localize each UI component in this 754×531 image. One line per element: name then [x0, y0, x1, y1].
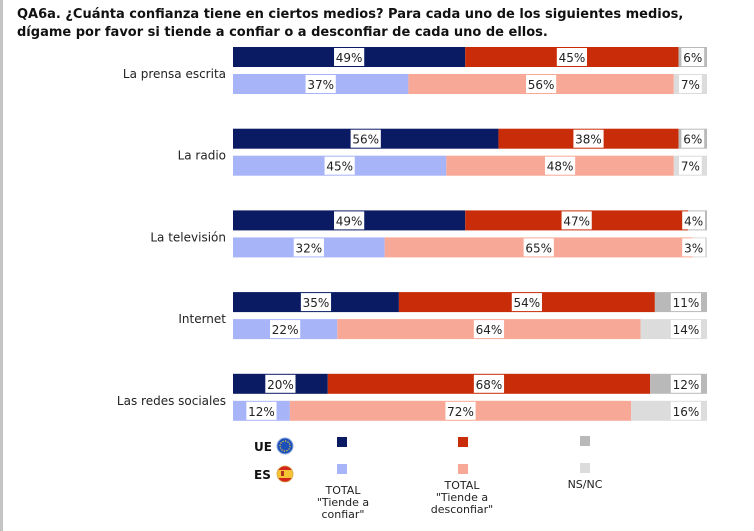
legend-swatch-es-confiar [337, 464, 347, 474]
value-label-bg [305, 75, 336, 93]
value-label-ue-nsnc-la-radio: 6% [683, 133, 702, 147]
spain-flag-icon [276, 465, 294, 483]
legend-ue-label: UE [254, 440, 272, 454]
legend-es-label: ES [254, 468, 271, 482]
value-label-bg [556, 48, 588, 66]
value-label-es-confiar-la-television: 32% [296, 241, 323, 255]
value-label-bg [573, 129, 604, 148]
category-label-internet: Internet [178, 312, 226, 326]
value-label-bg [523, 238, 554, 257]
value-label-es-confiar-la-prensa-escrita: 37% [307, 78, 334, 92]
value-label-ue-nsnc-la-television: 4% [684, 214, 703, 228]
value-label-bg [265, 374, 296, 393]
value-label-es-desconfiar-la-television: 65% [525, 241, 552, 255]
legend-confiar-line-1: TOTAL [325, 484, 362, 497]
value-label-es-desconfiar-las-redes-sociales: 72% [447, 405, 474, 419]
value-label-es-confiar-la-radio: 45% [326, 160, 353, 174]
value-label-ue-confiar-la-radio: 56% [352, 133, 379, 147]
legend: UE ES TOTAL "Tiende a confiar" TOTAL "T [254, 436, 603, 521]
bars-layer: La prensa escrita 49% 45% 6% 37% 56% 7% La radi… [117, 47, 707, 421]
value-label-bg [670, 320, 701, 339]
legend-desconfiar-line-2: "Tiende a [436, 491, 488, 504]
value-label-es-confiar-las-redes-sociales: 12% [248, 405, 275, 419]
value-label-bg [682, 238, 705, 257]
value-label-bg [473, 320, 505, 339]
value-label-bg [334, 211, 365, 230]
category-label-la-radio: La radio [178, 149, 226, 163]
value-label-bg [511, 293, 542, 312]
value-label-ue-desconfiar-las-redes-sociales: 68% [476, 378, 503, 392]
value-label-ue-nsnc-la-prensa-escrita: 6% [683, 51, 702, 65]
value-label-ue-desconfiar-la-television: 47% [563, 214, 590, 228]
value-label-bg [270, 320, 301, 339]
value-label-ue-confiar-la-prensa-escrita: 49% [336, 51, 363, 65]
page-left-border [0, 0, 3, 531]
legend-desconfiar-line-1: TOTAL [444, 479, 481, 492]
value-label-bg [681, 129, 705, 148]
value-label-ue-desconfiar-la-radio: 38% [575, 133, 602, 147]
chart-title: QA6a. ¿Cuánta confianza tiene en ciertos… [17, 7, 684, 40]
value-label-bg [682, 211, 705, 230]
value-label-ue-confiar-la-television: 49% [336, 214, 363, 228]
legend-swatch-ue-nsnc [580, 436, 590, 446]
legend-swatch-es-desconfiar [458, 464, 468, 474]
legend-desconfiar-line-3: desconfiar" [431, 503, 493, 516]
value-label-ue-nsnc-internet: 11% [673, 296, 700, 310]
category-label-las-redes-sociales: Las redes sociales [117, 394, 226, 408]
value-label-ue-desconfiar-la-prensa-escrita: 45% [559, 51, 586, 65]
value-label-bg [544, 156, 576, 175]
legend-swatch-ue-confiar [337, 437, 347, 447]
category-label-la-television: La televisión [150, 230, 226, 244]
value-label-bg [526, 75, 557, 93]
legend-confiar-line-3: confiar" [321, 508, 364, 521]
value-label-bg [445, 401, 476, 420]
value-label-bg [681, 48, 705, 66]
value-label-es-nsnc-la-prensa-escrita: 7% [681, 78, 700, 92]
value-label-bg [561, 211, 592, 230]
value-label-ue-nsnc-las-redes-sociales: 12% [673, 378, 700, 392]
value-label-bg [679, 156, 702, 175]
value-label-bg [334, 48, 365, 66]
value-label-es-desconfiar-la-radio: 48% [547, 160, 574, 174]
category-label-la-prensa-escrita: La prensa escrita [123, 67, 226, 81]
value-label-bg [670, 374, 701, 393]
value-label-bg [246, 401, 277, 420]
value-label-bg [293, 238, 324, 257]
value-label-bg [670, 401, 701, 420]
value-label-bg [679, 75, 702, 93]
value-label-bg [473, 374, 505, 393]
value-label-es-nsnc-la-radio: 7% [681, 160, 700, 174]
value-label-ue-confiar-internet: 35% [303, 296, 330, 310]
value-label-es-nsnc-internet: 14% [673, 323, 700, 337]
legend-swatch-es-nsnc [580, 463, 590, 473]
value-label-bg [670, 293, 701, 312]
value-label-es-desconfiar-internet: 64% [476, 323, 503, 337]
value-label-bg [300, 293, 332, 312]
value-label-bg [324, 156, 355, 175]
value-label-es-nsnc-las-redes-sociales: 16% [673, 405, 700, 419]
legend-swatch-ue-desconfiar [458, 437, 468, 447]
eu-flag-icon [276, 437, 294, 455]
value-label-es-nsnc-la-television: 3% [684, 241, 703, 255]
value-label-bg [350, 129, 381, 148]
value-label-ue-confiar-las-redes-sociales: 20% [267, 378, 294, 392]
legend-nsnc-label: NS/NC [568, 478, 603, 491]
value-label-ue-desconfiar-internet: 54% [514, 296, 541, 310]
value-label-es-confiar-internet: 22% [272, 323, 299, 337]
legend-confiar-line-2: "Tiende a [317, 496, 369, 509]
value-label-es-desconfiar-la-prensa-escrita: 56% [528, 78, 555, 92]
